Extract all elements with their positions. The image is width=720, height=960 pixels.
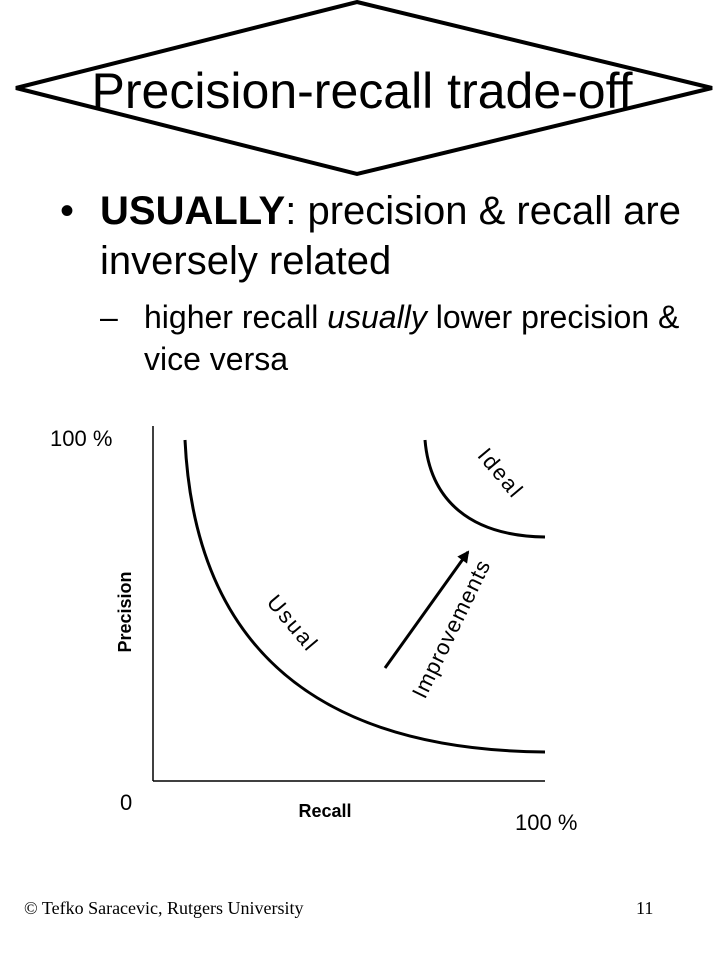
sub-bullet-marker: – (100, 299, 118, 335)
usual-curve (183, 439, 546, 754)
slide-number: 11 (636, 898, 654, 918)
bullet-rest: : precision & recall are inversely relat… (100, 189, 681, 283)
y-axis-top-label: 100 % (50, 426, 112, 451)
x-axis-label: Recall (298, 801, 351, 821)
title-diamond-shape (15, 0, 713, 177)
sub-bullet-before: higher recall (144, 299, 328, 335)
ideal-curve (423, 439, 546, 539)
sub-bullet-italic: usually (327, 299, 427, 335)
ideal-curve-label: Ideal (473, 443, 529, 503)
x-axis-end-label: 100 % (515, 810, 577, 835)
bullet-marker: • (60, 189, 75, 233)
bullet-text: USUALLY: precision & recall are inversel… (100, 186, 700, 286)
page-title: Precision-recall trade-off (92, 63, 633, 119)
sub-bullet-text: higher recall usually lower precision & … (144, 296, 700, 380)
bullet-emphasis: USUALLY (100, 189, 286, 233)
improvement-arrow (383, 550, 470, 669)
y-axis-label: Precision (115, 571, 135, 652)
footer-copyright: © Tefko Saracevic, Rutgers University (24, 898, 304, 918)
origin-label: 0 (120, 790, 132, 815)
title-banner: Precision-recall trade-off (15, 0, 713, 177)
usual-curve-label: Usual (262, 590, 324, 657)
sub-bullet-after: lower precision & vice versa (144, 299, 680, 377)
